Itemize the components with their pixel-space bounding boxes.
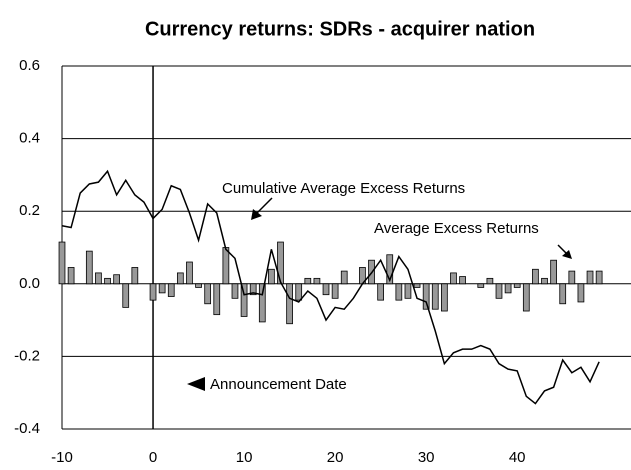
bar bbox=[586, 270, 594, 285]
bar bbox=[550, 259, 557, 285]
y-tick-label: -0.4 bbox=[14, 420, 40, 437]
bar bbox=[577, 283, 585, 303]
bar bbox=[231, 283, 239, 299]
bar bbox=[277, 241, 284, 285]
bar bbox=[459, 276, 466, 285]
bar bbox=[149, 283, 157, 301]
x-tick-label: 40 bbox=[509, 449, 526, 466]
bar bbox=[295, 283, 303, 301]
y-tick-label: 0.0 bbox=[19, 275, 40, 292]
bar bbox=[204, 283, 212, 305]
bar bbox=[377, 283, 384, 301]
bar bbox=[477, 283, 485, 288]
y-tick-label: 0.4 bbox=[19, 130, 40, 147]
bar bbox=[486, 277, 494, 285]
bar bbox=[240, 283, 248, 317]
bar bbox=[195, 283, 202, 288]
bar bbox=[522, 283, 530, 312]
bar bbox=[186, 261, 193, 285]
bar bbox=[222, 247, 230, 285]
bar bbox=[167, 283, 175, 297]
bar bbox=[422, 283, 430, 310]
arrow-head bbox=[187, 377, 205, 391]
bar bbox=[268, 268, 275, 285]
annotation: Announcement Date bbox=[210, 376, 347, 393]
bar bbox=[532, 268, 539, 285]
bar bbox=[413, 283, 421, 288]
bar bbox=[58, 241, 66, 285]
arrow-head bbox=[251, 209, 262, 220]
bar bbox=[340, 270, 348, 285]
bar bbox=[176, 272, 184, 285]
x-tick-label: 20 bbox=[327, 449, 344, 466]
bar bbox=[441, 283, 448, 312]
bar bbox=[559, 283, 567, 305]
y-tick-label: -0.2 bbox=[14, 347, 40, 364]
bar bbox=[286, 283, 293, 325]
bar bbox=[213, 283, 221, 316]
bar bbox=[158, 283, 166, 294]
bar bbox=[504, 283, 512, 294]
bar bbox=[313, 277, 321, 285]
bar bbox=[541, 277, 548, 285]
y-tick-label: 0.2 bbox=[19, 202, 40, 219]
y-tick-label: 0.6 bbox=[19, 57, 40, 74]
bar bbox=[595, 270, 603, 285]
bar bbox=[258, 283, 266, 323]
bar bbox=[386, 254, 394, 285]
line bbox=[61, 169, 600, 405]
x-tick-label: -10 bbox=[51, 449, 73, 466]
bar bbox=[113, 274, 120, 285]
bar bbox=[395, 283, 403, 301]
bar bbox=[304, 277, 312, 285]
x-tick-label: 0 bbox=[149, 449, 157, 466]
bar bbox=[249, 283, 257, 296]
bar bbox=[431, 283, 439, 310]
bar bbox=[568, 270, 576, 285]
bar bbox=[104, 277, 111, 285]
bar bbox=[131, 267, 139, 285]
bar bbox=[85, 250, 93, 285]
arrow-head bbox=[562, 250, 572, 259]
bar bbox=[95, 272, 102, 285]
bar bbox=[404, 283, 412, 299]
bar bbox=[122, 283, 130, 308]
bar bbox=[495, 283, 503, 299]
bar bbox=[322, 283, 330, 296]
x-tick-label: 30 bbox=[418, 449, 435, 466]
bar bbox=[67, 267, 75, 285]
chart-title: Currency returns: SDRs - acquirer nation bbox=[145, 18, 535, 40]
bar bbox=[513, 283, 521, 288]
x-tick-label: 10 bbox=[236, 449, 253, 466]
line-label: Cumulative Average Excess Returns bbox=[222, 180, 465, 197]
bar bbox=[331, 283, 339, 299]
bar-label: Average Excess Returns bbox=[374, 220, 539, 237]
bar bbox=[450, 272, 457, 285]
